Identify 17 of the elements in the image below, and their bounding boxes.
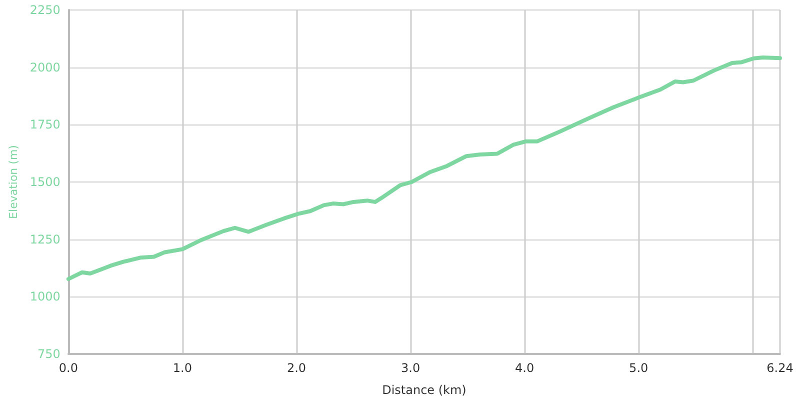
y-tick-label: 1250 [30, 232, 60, 246]
x-axis-title: Distance (km) [382, 383, 466, 397]
line-series [66, 55, 782, 282]
y-tick-label: 750 [38, 347, 60, 361]
x-tick-label: 3.0 [400, 361, 420, 375]
y-tick-label: 2000 [30, 60, 60, 74]
x-tick-label: 5.0 [629, 361, 648, 375]
y-tick-label: 1500 [30, 175, 60, 189]
y-axis-title: Elevation (m) [7, 145, 20, 219]
y-tick-label: 1750 [30, 118, 60, 132]
x-tick-label: 6.24 [766, 361, 794, 375]
x-tick-label: 2.0 [286, 361, 306, 375]
x-tick-label: 4.0 [515, 361, 534, 375]
y-tick-label: 2250 [30, 3, 60, 17]
x-tick-label: 1.0 [172, 361, 192, 375]
x-tick-label: 0.0 [58, 361, 78, 375]
y-tick-label: 1000 [30, 290, 60, 304]
